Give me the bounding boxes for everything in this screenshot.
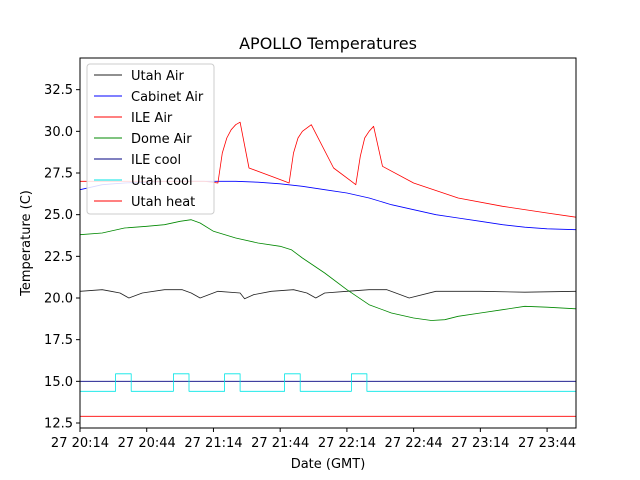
x-tick-label: 27 20:44: [118, 436, 176, 451]
y-tick-label: 32.5: [44, 83, 73, 98]
x-tick-label: 27 22:44: [385, 436, 443, 451]
legend-label-utah-heat: Utah heat: [131, 195, 195, 210]
y-tick-label: 20.0: [44, 292, 73, 307]
y-tick-label: 17.5: [44, 333, 73, 348]
x-axis-label: Date (GMT): [291, 457, 366, 472]
x-tick-label: 27 21:44: [251, 436, 309, 451]
legend-label-ile-air: ILE Air: [131, 111, 173, 126]
y-tick-label: 15.0: [44, 375, 73, 390]
legend-label-cabinet-air: Cabinet Air: [131, 90, 204, 105]
x-axis: 27 20:14 27 20:44 27 21:14 27 21:44 27 22:14…: [51, 428, 576, 451]
series-line-utah-cool: [80, 373, 576, 392]
x-tick-label: 27 23:44: [518, 436, 576, 451]
y-tick-label: 12.5: [44, 417, 73, 432]
y-tick-label: 30.0: [44, 125, 73, 140]
series-line-dome-air: [80, 219, 576, 321]
y-tick-label: 27.5: [44, 167, 73, 182]
y-tick-label: 22.5: [44, 250, 73, 265]
legend-box: [86, 63, 215, 215]
legend-label-dome-air: Dome Air: [131, 132, 192, 147]
x-tick-label: 27 23:14: [451, 436, 509, 451]
legend: Utah Air Cabinet Air ILE Air Dome Air ILE co…: [86, 63, 215, 215]
x-tick-label: 27 22:14: [318, 436, 376, 451]
legend-label-utah-air: Utah Air: [131, 69, 184, 84]
chart-title: APOLLO Temperatures: [239, 34, 417, 53]
series-line-utah-air: [80, 289, 576, 300]
plot-frame: [79, 57, 577, 429]
x-tick-label: 27 21:14: [184, 436, 242, 451]
y-axis: 12.5 15.0 17.5 20.0 22.5 25.0 27.5 30.0 32.5: [44, 83, 80, 432]
y-tick-label: 25.0: [44, 208, 73, 223]
x-tick-label: 27 20:14: [51, 436, 109, 451]
y-axis-label: Temperature (C): [19, 190, 34, 297]
legend-label-utah-cool: Utah cool: [131, 174, 193, 189]
legend-label-ile-cool: ILE cool: [131, 153, 181, 168]
